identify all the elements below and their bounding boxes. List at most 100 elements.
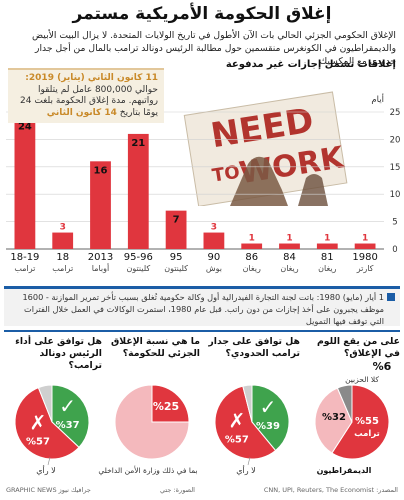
x-tick-label: 81 <box>321 252 334 263</box>
bar-value-label: 1 <box>324 234 330 244</box>
pie-slice <box>151 384 190 423</box>
president-label: بوش <box>206 264 222 273</box>
protest-sign-photo: NEED TO WORK <box>160 86 360 206</box>
x-tick-label: 95 <box>170 252 183 263</box>
bar <box>354 243 376 249</box>
x-tick-label: 18 <box>56 252 69 263</box>
pie-slice-label: ترامب <box>354 429 380 439</box>
bars <box>14 117 376 249</box>
callout-range: 14 كانون الثاني <box>46 107 117 118</box>
pie-slice <box>114 384 190 460</box>
bar-value-label: 21 <box>131 138 145 149</box>
photo-credit: الصورة: جتي <box>160 486 195 494</box>
x-tick-label: 84 <box>283 252 296 263</box>
pie-slice <box>214 385 277 460</box>
pie-value-label: %32 <box>322 412 346 423</box>
history-note: 1 أيار (مايو) 1980: باتت لجنة التجارة ال… <box>4 286 400 326</box>
pie-value-label: %37 <box>56 420 80 431</box>
check-icon: ✓ <box>260 395 277 419</box>
callout-text: حوالي 800,000 عامل لم يتلقوا رواتبهم. مد… <box>20 84 158 118</box>
president-label: ترامب <box>14 264 35 273</box>
check-icon: ✓ <box>59 394 76 418</box>
y-axis-label: أيام <box>371 93 384 105</box>
poll-question-2: هل توافق على جدار ترامب الحدودي؟ <box>208 336 300 359</box>
source-credit: المصدر: CNN, UPI, Reuters, The Economist <box>263 486 398 494</box>
bar <box>52 232 74 249</box>
y-tick-label: 15 <box>390 163 401 173</box>
note-marker-icon <box>387 293 395 301</box>
bar-value-label: 1 <box>249 234 255 244</box>
y-tick-label: 25 <box>390 108 401 118</box>
bar-value-label: 24 <box>18 121 32 132</box>
pie-slice <box>314 387 353 454</box>
bar-value-label: 7 <box>173 215 180 226</box>
y-tick-label: 5 <box>392 218 397 228</box>
pie-slice <box>251 384 290 452</box>
pie-value-label: %25 <box>153 400 179 413</box>
poll-question-4: هل توافق على أداء الرئيس دونالد ترامب؟ <box>15 336 102 371</box>
bar <box>165 210 187 249</box>
y-tick-labels: 0 5 10 15 20 25 <box>390 108 401 255</box>
president-label: كلينتون <box>126 264 150 273</box>
president-label: كارتر <box>356 264 374 273</box>
pie-slice <box>331 384 390 460</box>
brand-logo: GRAPHIC NEWS جرافيك نيوز <box>6 486 91 494</box>
pie-value-label: %39 <box>256 421 280 432</box>
page-title: إغلاق الحكومة الأمريكية مستمر <box>72 4 332 24</box>
pie-slice <box>242 384 253 423</box>
x-tick-label: 1980 <box>352 252 377 263</box>
pie-slice <box>336 384 353 423</box>
pie-slice <box>14 386 80 460</box>
section-divider <box>4 330 400 332</box>
x-tick-label: 86 <box>245 252 258 263</box>
x-tick-label: 90 <box>208 252 221 263</box>
pie-value-label: %6 <box>373 360 392 373</box>
bar-value-labels: 24 3 16 21 7 3 1 1 1 1 <box>18 121 368 243</box>
poll-question-1: على من يقع اللوم في الإغلاق؟ <box>316 336 400 359</box>
x-tick-label: 2013 <box>88 252 113 263</box>
president-label: ترامب <box>52 264 73 273</box>
bar <box>14 117 36 249</box>
president-label: كلينتون <box>164 264 188 273</box>
president-label: ريغان <box>318 264 336 273</box>
leader-line <box>47 456 51 466</box>
bar <box>241 243 263 249</box>
x-tick-label: 18-19 <box>10 252 39 263</box>
pie-value-label: %57 <box>225 435 249 446</box>
callout-date: 11 كانون الثاني (يناير) 2019: <box>25 73 158 83</box>
bar-value-label: 3 <box>60 223 66 233</box>
bar <box>203 232 225 249</box>
bar-value-label: 3 <box>211 223 217 233</box>
y-tick-label: 0 <box>392 245 397 255</box>
pie-value-label: %57 <box>26 437 50 448</box>
poll-pies: %55 ترامب %32 %6 كلا الحزبين الديمقراطيون ✓ %39… <box>14 360 392 475</box>
president-label: ريغان <box>243 264 261 273</box>
bar <box>90 161 111 249</box>
bar-value-label: 1 <box>286 234 292 244</box>
intro-text: الإغلاق الحكومي الجزئي الحالي بات الآن ا… <box>32 30 396 67</box>
president-label: ريغان <box>280 264 298 273</box>
pie-slice-label: الديمقراطيون <box>317 466 372 475</box>
bar <box>316 243 338 249</box>
pie-value-label: %55 <box>355 416 379 427</box>
bar <box>279 243 300 249</box>
sign-line-2: TO <box>211 162 242 187</box>
no-opinion-label: لا رأي <box>236 465 255 475</box>
pie-slice-label: كلا الحزبين <box>345 375 379 384</box>
pie-note: بما في ذلك وزارة الأمن الداخلي <box>98 465 197 475</box>
x-tick-label: 95-96 <box>124 252 153 263</box>
y-tick-label: 20 <box>390 135 401 145</box>
president-label: أوباما <box>92 263 109 273</box>
cross-icon: ✗ <box>30 411 47 435</box>
bar-value-label: 16 <box>94 165 108 176</box>
pie-slice <box>51 384 90 449</box>
x-tick-labels: 18-19ترامب18ترامب2013أوباما95-96كلينتون9… <box>10 252 377 273</box>
pie-slice <box>37 384 53 423</box>
bar-value-label: 1 <box>362 234 368 244</box>
leader-line <box>247 456 251 466</box>
history-note-text: 1 أيار (مايو) 1980: باتت لجنة التجارة ال… <box>22 292 384 326</box>
callout-box: 11 كانون الثاني (يناير) 2019: حوالي 800,… <box>8 68 164 123</box>
y-tick-label: 10 <box>390 190 401 200</box>
